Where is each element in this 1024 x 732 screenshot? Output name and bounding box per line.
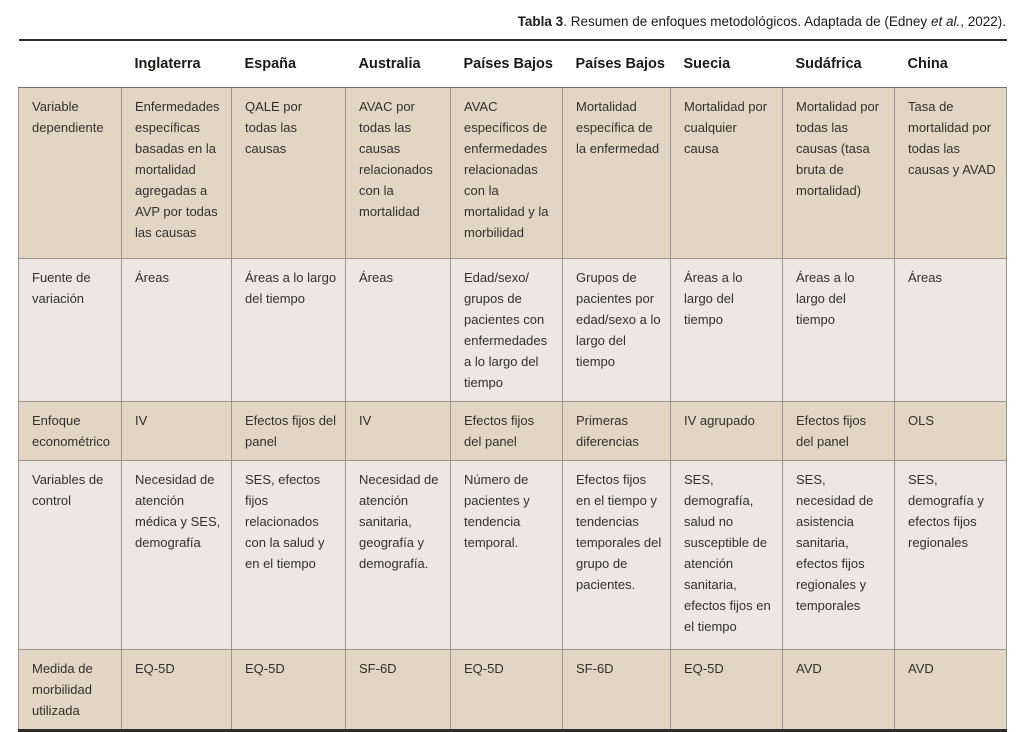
column-header: Inglaterra xyxy=(121,40,232,88)
table-row: Variables de control Necesidad de atenció… xyxy=(18,459,1007,650)
row-label: Enfoque econométrico xyxy=(18,400,122,461)
table-cell: SES, necesidad de asistencia sanitaria, … xyxy=(782,459,895,650)
table-cell: Tasa de mortalidad por todas las causas … xyxy=(894,86,1007,259)
table-caption: Tabla 3. Resumen de enfoques metodológic… xyxy=(18,10,1006,39)
table-caption-suffix: , 2022). xyxy=(960,14,1006,29)
row-label: Fuente de variación xyxy=(18,257,122,402)
table-cell: Mortalidad por todas las causas (tasa br… xyxy=(782,86,895,259)
table-cell: Áreas a lo largo del tiempo xyxy=(782,257,895,402)
table-cell: EQ-5D xyxy=(231,648,346,732)
table-cell: Necesidad de atención médica y SES, demo… xyxy=(121,459,232,650)
table-cell: IV agrupado xyxy=(670,400,783,461)
table-cell: AVAC por todas las causas relacionados c… xyxy=(345,86,451,259)
table-cell: QALE por todas las causas xyxy=(231,86,346,259)
table-row: Fuente de variación Áreas Áreas a lo largo… xyxy=(18,257,1007,402)
table-cell: IV xyxy=(121,400,232,461)
column-header: China xyxy=(894,40,1007,88)
table-cell: Áreas xyxy=(345,257,451,402)
methods-summary-table: Inglaterra España Australia Países Bajos Paí… xyxy=(18,39,1007,732)
table-cell: EQ-5D xyxy=(670,648,783,732)
table-cell: Mortalidad específica de la enfermedad xyxy=(562,86,671,259)
row-label: Variable dependiente xyxy=(18,86,122,259)
row-label: Medida de morbilidad utilizada xyxy=(18,648,122,732)
table-cell: Necesidad de atención sanitaria, geograf… xyxy=(345,459,451,650)
table-cell: AVD xyxy=(782,648,895,732)
table-cell: SES, demografía y efectos fijos regional… xyxy=(894,459,1007,650)
table-cell: SES, demografía, salud no susceptible de… xyxy=(670,459,783,650)
column-header: Australia xyxy=(345,40,451,88)
table-cell: Grupos de pacientes por edad/sexo a lo l… xyxy=(562,257,671,402)
table-cell: Áreas xyxy=(894,257,1007,402)
table-caption-italic: et al. xyxy=(930,14,961,29)
table-cell: Enfermedades específicas basadas en la m… xyxy=(121,86,232,259)
column-header: Países Bajos xyxy=(450,40,563,88)
column-header: Suecia xyxy=(670,40,783,88)
table-cell: EQ-5D xyxy=(121,648,232,732)
table-cell: Áreas a lo largo del tiempo xyxy=(231,257,346,402)
table-cell: IV xyxy=(345,400,451,461)
table-cell: Primeras diferencias xyxy=(562,400,671,461)
table-cell: Edad/sexo/ grupos de pacientes con enfer… xyxy=(450,257,563,402)
table-cell: Efectos fijos del panel xyxy=(782,400,895,461)
table-cell: Efectos fijos del panel xyxy=(450,400,563,461)
column-header: Países Bajos xyxy=(562,40,671,88)
column-header: Sudáfrica xyxy=(782,40,895,88)
table-header-row: Inglaterra España Australia Países Bajos Paí… xyxy=(18,40,1007,88)
table-cell: Número de pacientes y tendencia temporal… xyxy=(450,459,563,650)
table-cell: Áreas a lo largo del tiempo xyxy=(670,257,783,402)
column-header: España xyxy=(231,40,346,88)
table-cell: AVD xyxy=(894,648,1007,732)
table-cell: OLS xyxy=(894,400,1007,461)
table-row: Variable dependiente Enfermedades específ… xyxy=(18,86,1007,259)
table-cell: Áreas xyxy=(121,257,232,402)
row-label-column-header xyxy=(18,40,122,88)
table-cell: Mortalidad por cualquier causa xyxy=(670,86,783,259)
table-cell: SES, efectos fijos relacionados con la s… xyxy=(231,459,346,650)
table-cell: EQ-5D xyxy=(450,648,563,732)
table-row: Medida de morbilidad utilizada EQ-5D EQ-5D… xyxy=(18,648,1007,732)
table-cell: AVAC específicos de enfermedades relacio… xyxy=(450,86,563,259)
table-caption-text: . Resumen de enfoques metodológicos. Ada… xyxy=(563,14,931,29)
table-cell: SF-6D xyxy=(562,648,671,732)
table-cell: Efectos fijos del panel xyxy=(231,400,346,461)
table-row: Enfoque econométrico IV Efectos fijos del … xyxy=(18,400,1007,461)
table-cell: Efectos fijos en el tiempo y tendencias … xyxy=(562,459,671,650)
table-cell: SF-6D xyxy=(345,648,451,732)
row-label: Variables de control xyxy=(18,459,122,650)
table-caption-label: Tabla 3 xyxy=(517,14,564,29)
